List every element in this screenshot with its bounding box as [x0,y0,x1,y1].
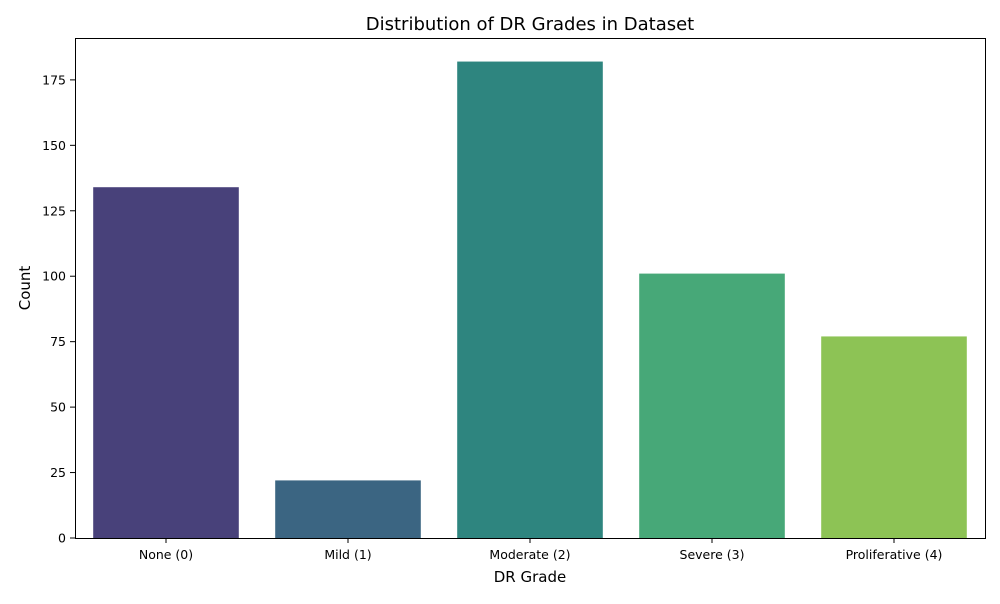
y-tick-label-6: 150 [42,138,66,153]
y-tick-label-2: 50 [50,400,66,415]
x-axis-ticks: None (0) Mild (1) Moderate (2) Severe (3) Pr… [139,538,943,562]
x-tick-label-1: Mild (1) [324,547,371,562]
y-tick-label-3: 75 [50,334,66,349]
x-tick-label-2: Moderate (2) [489,547,570,562]
y-axis-label: Count [16,266,34,311]
bars-layer [93,61,967,539]
y-tick-label-4: 100 [42,269,66,284]
x-tick-label-0: None (0) [139,547,193,562]
x-tick-label-4: Proliferative (4) [846,547,943,562]
bar-0 [93,187,239,538]
chart-title: Distribution of DR Grades in Dataset [366,14,695,35]
bar-1 [275,480,421,538]
x-axis-label: DR Grade [494,568,566,586]
bar-4 [821,336,967,538]
bar-3 [639,273,785,538]
y-axis-ticks: 0 25 50 75 100 125 150 175 [42,72,75,546]
plot-frame [75,38,986,539]
y-tick-label-1: 25 [50,465,66,480]
bar-2 [457,61,603,539]
y-tick-label-5: 125 [42,203,66,218]
x-tick-label-3: Severe (3) [680,547,745,562]
y-tick-label-0: 0 [58,531,66,546]
y-tick-label-7: 175 [42,72,66,87]
